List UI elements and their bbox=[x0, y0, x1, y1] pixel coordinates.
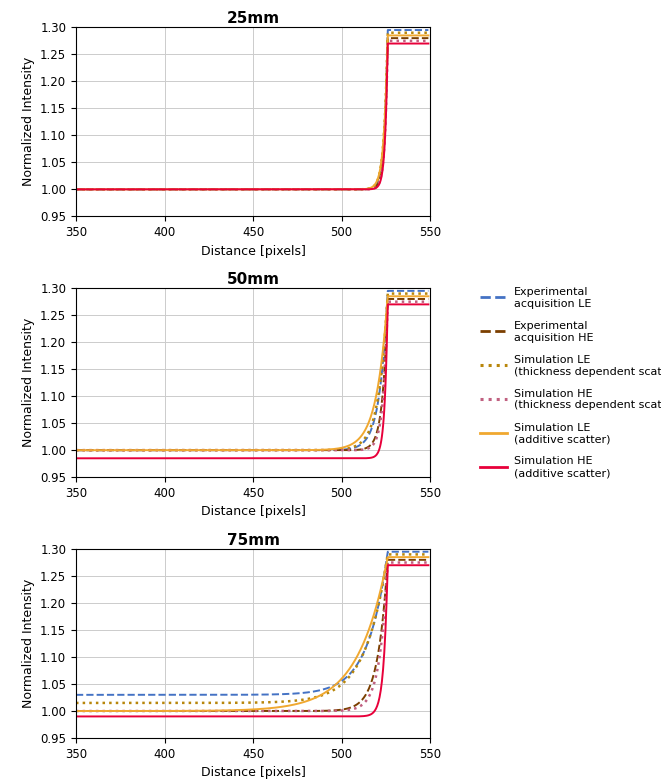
X-axis label: Distance [pixels]: Distance [pixels] bbox=[201, 766, 305, 779]
Y-axis label: Normalized Intensity: Normalized Intensity bbox=[22, 579, 34, 708]
Title: 75mm: 75mm bbox=[227, 533, 280, 547]
Y-axis label: Normalized Intensity: Normalized Intensity bbox=[22, 57, 34, 187]
Title: 50mm: 50mm bbox=[227, 272, 280, 287]
X-axis label: Distance [pixels]: Distance [pixels] bbox=[201, 505, 305, 519]
Legend: Experimental
acquisition LE, Experimental
acquisition HE, Simulation LE
(thickne: Experimental acquisition LE, Experimenta… bbox=[480, 287, 661, 478]
Y-axis label: Normalized Intensity: Normalized Intensity bbox=[22, 318, 34, 448]
X-axis label: Distance [pixels]: Distance [pixels] bbox=[201, 244, 305, 258]
Title: 25mm: 25mm bbox=[227, 11, 280, 27]
